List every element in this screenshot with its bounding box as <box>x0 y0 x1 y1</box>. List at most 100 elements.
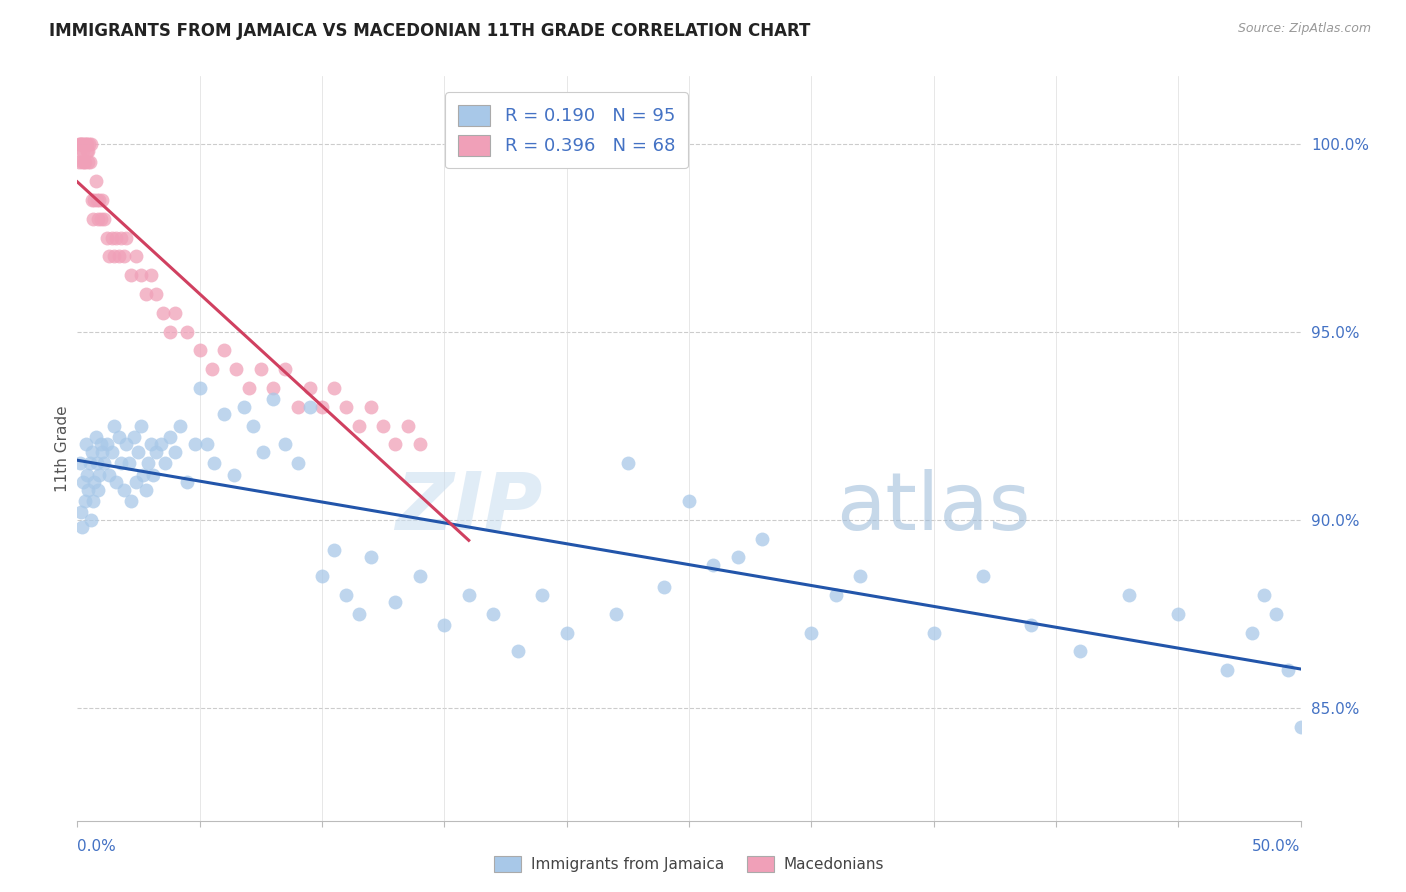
Point <box>433 618 456 632</box>
Point <box>100 230 122 244</box>
Point <box>188 381 211 395</box>
Point <box>73 155 96 169</box>
Point <box>262 381 284 395</box>
Point <box>70 505 93 519</box>
Text: atlas: atlas <box>835 469 1031 547</box>
Point <box>67 136 90 151</box>
Point <box>96 230 118 244</box>
Point <box>118 456 141 470</box>
Point <box>90 193 112 207</box>
Point <box>184 437 207 451</box>
Point <box>80 136 103 151</box>
Point <box>323 381 346 395</box>
Point <box>129 418 152 433</box>
Point <box>73 494 96 508</box>
Point <box>125 249 148 263</box>
Point <box>165 445 187 459</box>
Point <box>1240 625 1263 640</box>
Point <box>86 456 108 470</box>
Point <box>103 418 125 433</box>
Point <box>972 569 994 583</box>
Point <box>70 155 93 169</box>
Point <box>75 437 97 451</box>
Point <box>298 381 321 395</box>
Point <box>605 607 627 621</box>
Point <box>188 343 211 358</box>
Point <box>202 456 225 470</box>
Point <box>347 607 370 621</box>
Point <box>90 211 112 226</box>
Point <box>103 249 125 263</box>
Point <box>212 343 235 358</box>
Point <box>120 268 142 283</box>
Point <box>77 483 100 497</box>
Point <box>1118 588 1140 602</box>
Point <box>83 193 105 207</box>
Point <box>311 569 333 583</box>
Point <box>79 155 101 169</box>
Point <box>145 445 167 459</box>
Point <box>169 418 191 433</box>
Point <box>70 136 93 151</box>
Text: 50.0%: 50.0% <box>1253 839 1301 855</box>
Point <box>274 362 297 376</box>
Point <box>105 475 128 489</box>
Point <box>145 287 167 301</box>
Point <box>287 400 309 414</box>
Point <box>100 445 122 459</box>
Point <box>222 467 245 482</box>
Point <box>77 136 100 151</box>
Point <box>139 268 162 283</box>
Point <box>69 456 91 470</box>
Point <box>120 494 142 508</box>
Point <box>232 400 254 414</box>
Point <box>89 193 111 207</box>
Point <box>76 144 98 158</box>
Point <box>98 467 121 482</box>
Legend: R = 0.190   N = 95, R = 0.396   N = 68: R = 0.190 N = 95, R = 0.396 N = 68 <box>446 92 688 169</box>
Point <box>110 230 132 244</box>
Point <box>335 400 357 414</box>
Point <box>135 287 157 301</box>
Point <box>1253 588 1275 602</box>
Point <box>409 569 432 583</box>
Point <box>93 456 115 470</box>
Point <box>617 456 640 470</box>
Point <box>82 211 104 226</box>
Point <box>225 362 247 376</box>
Point <box>396 418 419 433</box>
Point <box>115 437 138 451</box>
Point <box>122 430 145 444</box>
Point <box>80 193 103 207</box>
Point <box>155 456 177 470</box>
Point <box>89 467 111 482</box>
Point <box>727 550 749 565</box>
Point <box>922 625 945 640</box>
Point <box>76 155 98 169</box>
Point <box>125 475 148 489</box>
Point <box>311 400 333 414</box>
Point <box>87 483 110 497</box>
Point <box>72 475 94 489</box>
Point <box>93 211 115 226</box>
Text: 0.0%: 0.0% <box>77 839 117 855</box>
Point <box>800 625 823 640</box>
Point <box>335 588 357 602</box>
Point <box>84 430 107 444</box>
Point <box>165 306 187 320</box>
Point <box>72 136 94 151</box>
Point <box>531 588 554 602</box>
Point <box>108 430 131 444</box>
Text: IMMIGRANTS FROM JAMAICA VS MACEDONIAN 11TH GRADE CORRELATION CHART: IMMIGRANTS FROM JAMAICA VS MACEDONIAN 11… <box>49 22 811 40</box>
Point <box>87 211 110 226</box>
Point <box>80 445 103 459</box>
Point <box>849 569 872 583</box>
Point <box>702 558 724 572</box>
Text: Source: ZipAtlas.com: Source: ZipAtlas.com <box>1237 22 1371 36</box>
Point <box>83 475 105 489</box>
Point <box>90 445 112 459</box>
Point <box>274 437 297 451</box>
Point <box>132 467 155 482</box>
Point <box>250 362 273 376</box>
Point <box>347 418 370 433</box>
